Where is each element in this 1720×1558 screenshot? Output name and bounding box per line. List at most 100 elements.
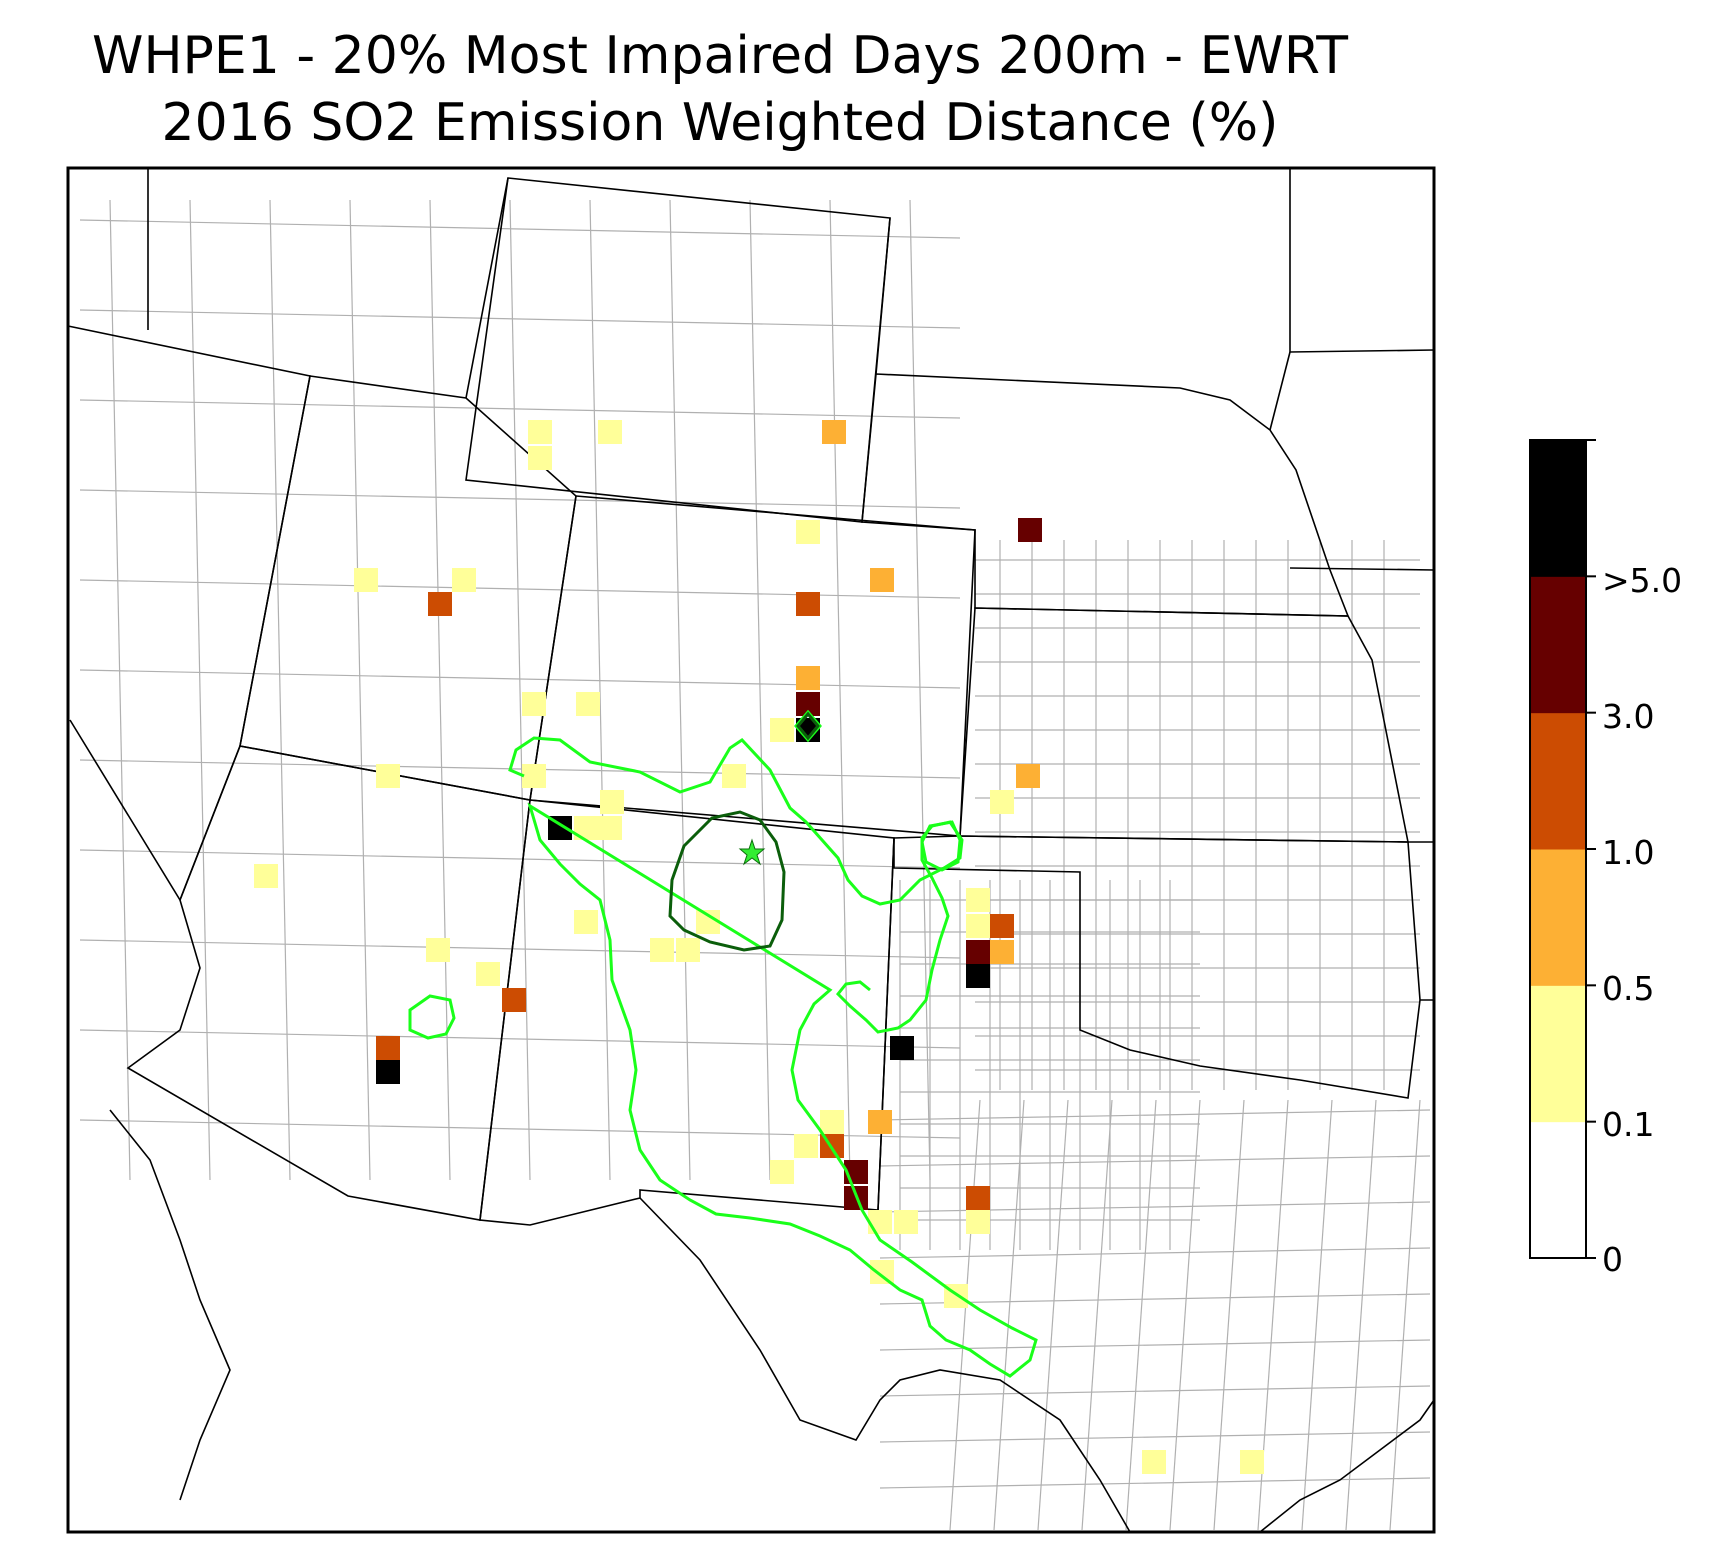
emission-cell [870, 568, 894, 592]
colorbar-label-3-0: 3.0 [1602, 697, 1655, 736]
colorbar-bands [1530, 440, 1586, 1259]
texas-border [639, 837, 1131, 1533]
emission-cell [576, 692, 600, 716]
emission-cell [770, 1160, 794, 1184]
county-line [1389, 1099, 1421, 1531]
map-title-line-2: 2016 SO2 Emission Weighted Distance (%) [161, 93, 1279, 153]
northern-borders [147, 168, 1435, 399]
colorbar-band [1530, 1121, 1586, 1259]
emission-cell [990, 914, 1014, 938]
map-panel [66, 166, 1436, 1534]
contours [408, 709, 1038, 1378]
emission-cell [868, 1210, 892, 1234]
county-line [509, 199, 531, 1181]
emission-cell [770, 718, 794, 742]
county-line [879, 1155, 1431, 1167]
colorbar-label-0-1: 0.1 [1602, 1105, 1655, 1144]
emission-cell [574, 910, 598, 934]
colorbar-label-1-0: 1.0 [1602, 833, 1655, 872]
county-line [879, 1247, 1431, 1259]
emission-cell [822, 420, 846, 444]
emission-cell [966, 888, 990, 912]
county-line [879, 1109, 1431, 1121]
county-line [79, 939, 961, 959]
emission-cell [1142, 1450, 1166, 1474]
emission-cell [528, 420, 552, 444]
county-line [109, 199, 131, 1181]
county-line [1169, 1099, 1201, 1531]
county-line [1345, 1099, 1377, 1531]
emission-cell [522, 692, 546, 716]
county-line [1125, 1099, 1157, 1531]
colorbar-ticks [1586, 439, 1596, 1259]
emission-cell [868, 1110, 892, 1134]
county-line [669, 199, 691, 1181]
emission-cell [428, 592, 452, 616]
county-line [949, 1099, 981, 1531]
emission-cell [1018, 518, 1042, 542]
site-star-marker [738, 838, 766, 866]
emission-cell [990, 790, 1014, 814]
emission-cell [254, 864, 278, 888]
emission-cell [376, 1036, 400, 1060]
county-line [79, 1029, 961, 1049]
outer-contour-east-loop [920, 820, 962, 872]
county-line [1213, 1099, 1245, 1531]
county-line [879, 1339, 1431, 1351]
county-line [79, 309, 961, 329]
colorbar-band [1530, 440, 1586, 577]
emission-cell [650, 938, 674, 962]
emission-cell [796, 666, 820, 690]
emission-cell [966, 914, 990, 938]
emission-cell [522, 764, 546, 788]
emission-cell [894, 1210, 918, 1234]
county-line [909, 199, 931, 1181]
county-line [1301, 1099, 1333, 1531]
emission-cell [870, 1260, 894, 1284]
county-line [1037, 1099, 1069, 1531]
county-line [79, 219, 961, 239]
emission-cell [966, 1210, 990, 1234]
colorbar-label-0: 0 [1602, 1240, 1623, 1279]
emission-cell [966, 964, 990, 988]
emission-cell [722, 764, 746, 788]
county-borders [79, 199, 1431, 1531]
county-line [1081, 1099, 1113, 1531]
county-line [879, 1431, 1431, 1443]
emission-cell [990, 940, 1014, 964]
emission-cell [1240, 1450, 1264, 1474]
coastline [109, 1109, 1435, 1533]
emission-cell [796, 520, 820, 544]
emission-cell [794, 1134, 818, 1158]
county-line [589, 199, 611, 1181]
emission-cell [376, 764, 400, 788]
arizona-border [126, 745, 531, 1221]
emission-cells [254, 420, 1264, 1474]
emission-cell [676, 938, 700, 962]
eastern-borders [1269, 351, 1435, 1001]
colorbar-band [1530, 849, 1586, 986]
county-line [349, 199, 371, 1181]
county-line [879, 1385, 1431, 1397]
county-line [993, 1099, 1025, 1531]
outer-contour-north [508, 736, 1038, 1378]
colorbar-band [1530, 712, 1586, 850]
emission-cell [376, 1060, 400, 1084]
emission-cell [354, 568, 378, 592]
emission-cell [528, 446, 552, 470]
colorbar-label-5-0: >5.0 [1602, 561, 1683, 600]
emission-cell [426, 938, 450, 962]
inner-contour-diamond [796, 711, 820, 741]
county-line [879, 1477, 1431, 1489]
colorbar-band [1530, 576, 1586, 714]
emission-cell [890, 1036, 914, 1060]
county-line [79, 399, 961, 419]
colorbar-band [1530, 985, 1586, 1123]
emission-cell [598, 420, 622, 444]
emission-cell [966, 940, 990, 964]
county-line [879, 1293, 1431, 1305]
map-title-line-1: WHPE1 - 20% Most Impaired Days 200m - EW… [92, 26, 1348, 86]
county-line [79, 759, 961, 779]
emission-cell [502, 988, 526, 1012]
